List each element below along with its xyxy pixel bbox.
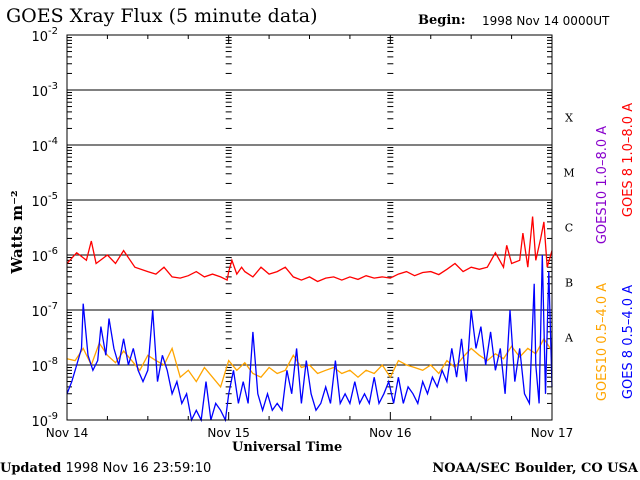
y-tick-base: 10 [31,305,48,320]
updated-label: Updated [0,461,62,476]
y-axis-label-text: Watts m⁻² [8,190,26,274]
legend-entry: GOES 8 0.5–4.0 A [621,285,636,399]
x-axis-label: Universal Time [232,440,343,455]
flare-class-labels: A B C M X [563,112,574,345]
flare-class-label: X [565,112,573,125]
legend-entry: GOES 8 1.0–8.0 A [621,103,636,217]
y-tick-exponent: -4 [48,136,58,147]
y-tick-label: 10-3 [31,81,58,100]
y-tick-base: 10 [31,30,48,45]
y-tick-labels: 10-910-810-710-610-510-410-310-2 [31,26,58,430]
x-tick-label: Nov 15 [207,426,250,440]
legend-entry: GOES10 0.5–4.0 A [595,283,610,401]
flare-class-label: M [563,167,574,180]
plot-frame [66,34,553,421]
series-line [66,254,553,423]
x-tick-labels: Nov 14 Nov 15 Nov 16 Nov 17 [46,426,574,440]
y-tick-base: 10 [31,250,48,265]
series-line [66,216,553,283]
begin-label: Begin: [418,13,466,28]
y-tick-label: 10-2 [31,26,58,45]
y-tick-base: 10 [31,85,48,100]
flare-class-label: C [565,222,573,235]
y-tick-base: 10 [31,360,48,375]
x-tick-label: Nov 17 [531,426,574,440]
y-tick-label: 10-6 [31,246,58,265]
y-tick-label: 10-9 [31,411,58,430]
y-tick-exponent: -6 [48,246,58,257]
y-tick-exponent: -7 [48,301,58,312]
y-tick-base: 10 [31,195,48,210]
legend: GOES10 1.0–8.0 A GOES 8 1.0–8.0 A GOES10 0… [595,103,636,401]
y-tick-label: 10-7 [31,301,58,320]
x-tick-label: Nov 16 [369,426,412,440]
y-tick-exponent: -9 [48,411,58,422]
y-tick-label: 10-8 [31,356,58,375]
y-tick-exponent: -2 [48,26,58,37]
flare-class-label: A [564,332,574,345]
series-line [66,337,553,389]
y-tick-exponent: -3 [48,81,58,92]
grid-layer [66,35,553,421]
updated-line: Updated 1998 Nov 16 23:59:10 [0,461,211,476]
x-tick-label: Nov 14 [46,426,89,440]
y-tick-exponent: -5 [48,191,58,202]
y-tick-base: 10 [31,415,48,430]
series-layer [66,216,553,423]
y-tick-label: 10-4 [31,136,58,155]
y-axis-label: Watts m⁻² [8,190,26,274]
credit-line: NOAA/SEC Boulder, CO USA [432,461,638,476]
begin-value: 1998 Nov 14 0000UT [482,14,610,28]
legend-entry: GOES10 1.0–8.0 A [595,126,610,244]
updated-value: 1998 Nov 16 23:59:10 [65,461,212,476]
chart-title: GOES Xray Flux (5 minute data) [6,5,318,27]
flare-class-label: B [565,277,573,290]
y-tick-base: 10 [31,140,48,155]
y-tick-exponent: -8 [48,356,58,367]
y-tick-label: 10-5 [31,191,58,210]
